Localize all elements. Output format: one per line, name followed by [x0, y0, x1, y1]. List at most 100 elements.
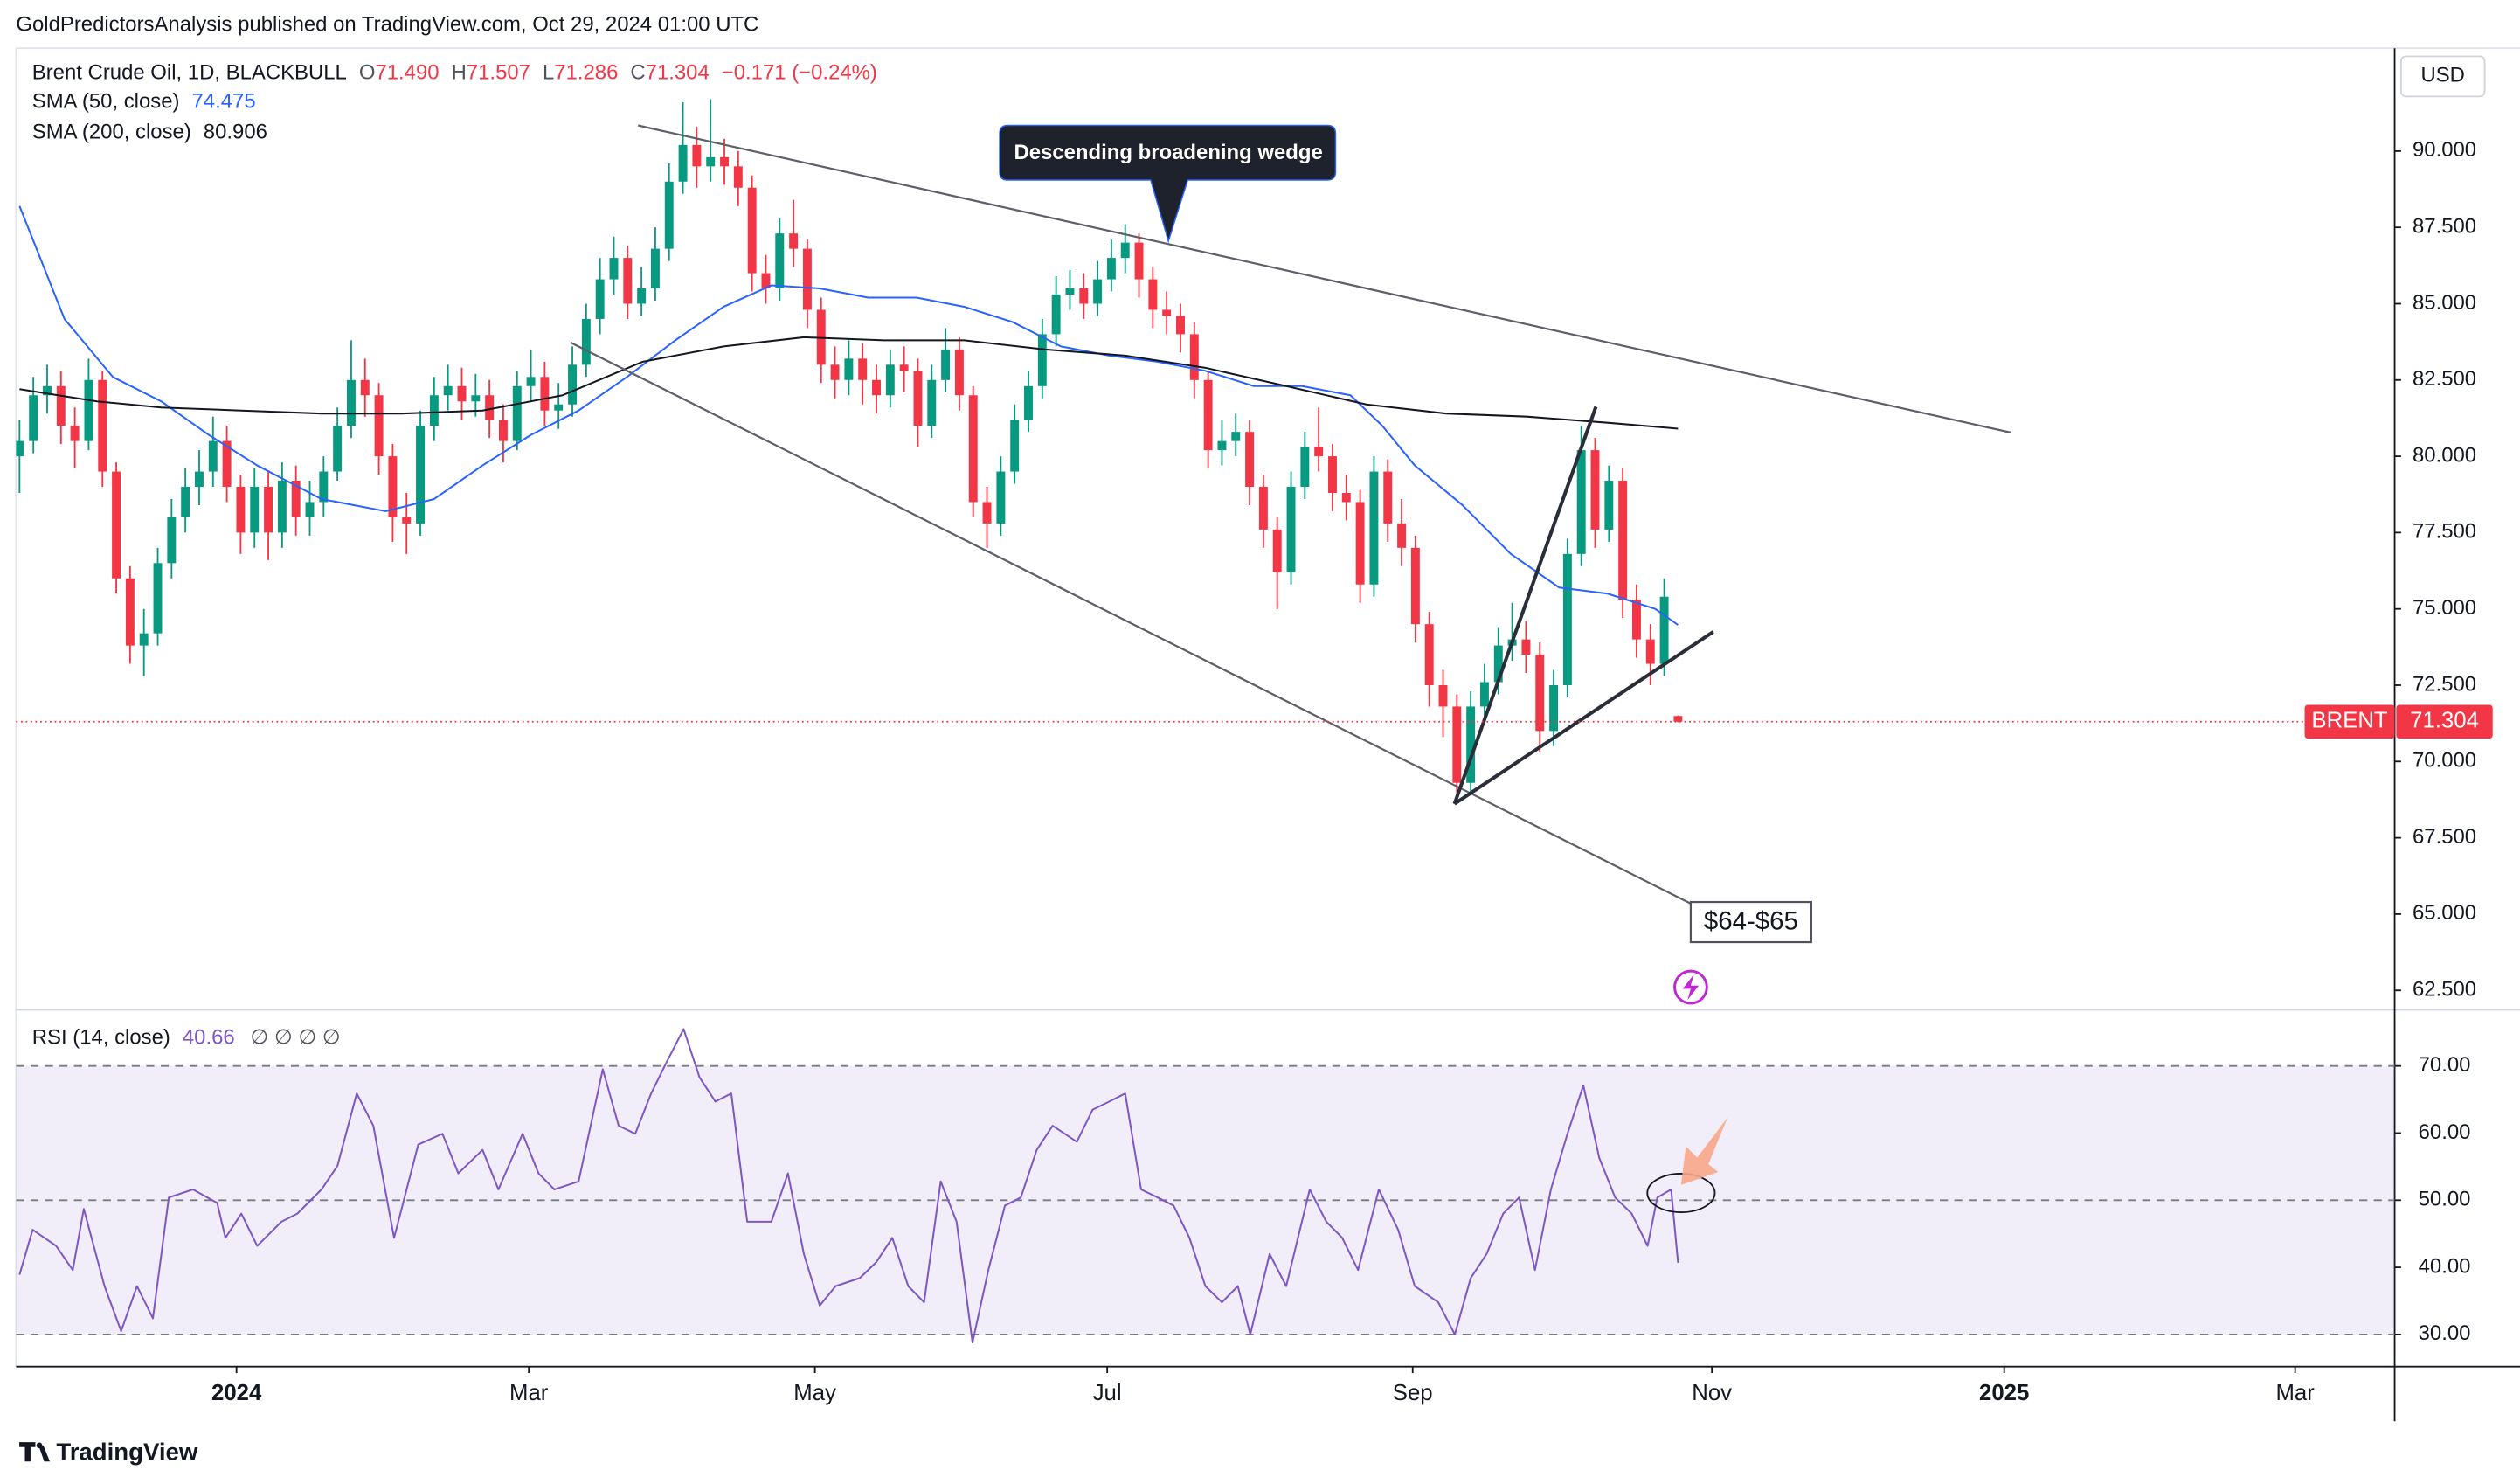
brand: TradingView — [56, 1438, 197, 1465]
legend-extras: ∅ ∅ ∅ ∅ — [250, 1026, 340, 1050]
candle-body — [250, 487, 260, 533]
trendline — [570, 341, 1692, 905]
candle-body — [1272, 529, 1282, 572]
y-tick-label: 65.000 — [2413, 901, 2476, 925]
y-tick-label: 77.500 — [2413, 520, 2476, 544]
candle-body — [374, 395, 384, 457]
rsi-ellipse — [1646, 1173, 1716, 1214]
y-tick-label: 40.00 — [2419, 1254, 2471, 1278]
candle-body — [16, 440, 24, 457]
candle-body — [1203, 379, 1213, 451]
y-tick-label: 82.500 — [2413, 367, 2476, 391]
target-text: $64-$65 — [1704, 907, 1798, 936]
candle-body — [485, 395, 495, 420]
candle-body — [1134, 242, 1144, 280]
candle-body — [277, 481, 287, 533]
candle-body — [1659, 596, 1669, 664]
candle-body — [139, 633, 149, 646]
candle-body — [333, 426, 343, 472]
candle-body — [360, 379, 370, 396]
candle-body — [112, 471, 121, 579]
candle-body — [830, 364, 840, 380]
candle-body — [471, 395, 481, 402]
wedge-line — [1452, 406, 1598, 805]
candle-body — [1300, 447, 1310, 488]
candle-body — [1480, 682, 1489, 707]
ohlc-value: 71.286 — [554, 61, 618, 85]
legend-entry: RSI (14, close) 40.66 ∅ ∅ ∅ ∅ — [32, 1026, 341, 1050]
change: −0.171 (−0.24%) — [722, 61, 877, 85]
drawings — [570, 124, 2011, 905]
callout-box — [999, 124, 1337, 244]
event-bolt — [1682, 974, 1700, 1001]
ohlc-key: H — [452, 61, 467, 85]
currency-box[interactable] — [2399, 55, 2486, 98]
rsi-drawings — [1646, 1117, 1728, 1214]
y-tick-label: 72.500 — [2413, 672, 2476, 696]
price-pane — [16, 99, 1683, 801]
candle-body — [84, 379, 93, 441]
y-tick-label: 90.000 — [2413, 138, 2476, 162]
ohlc-key: L — [543, 61, 554, 85]
candle-body — [1065, 288, 1075, 295]
candle-body — [70, 426, 80, 441]
ohlc-value: 71.304 — [646, 61, 710, 85]
candle-body — [941, 349, 951, 380]
candle-body — [789, 233, 799, 249]
candle-body — [1355, 502, 1365, 585]
candle-body — [1093, 279, 1103, 304]
brand-logo-dot — [36, 1442, 43, 1449]
candle-body — [1521, 639, 1531, 655]
symbol-legend: Brent Crude Oil, 1D, BLACKBULL O71.490 H… — [32, 61, 877, 85]
candle-body — [305, 502, 315, 517]
last-price-label: 71.304 — [2410, 709, 2479, 733]
legend-name: SMA (200, close) — [32, 121, 191, 144]
candle-body — [968, 395, 978, 503]
candle-body — [98, 379, 107, 472]
candle-body — [1217, 440, 1227, 451]
candle-body — [1535, 655, 1545, 732]
currency[interactable]: USD — [2420, 64, 2464, 87]
candle-body — [402, 517, 412, 524]
y-tick-label: 30.00 — [2419, 1321, 2471, 1345]
legend-name: SMA (50, close) — [32, 90, 180, 114]
series-line — [19, 336, 1679, 430]
candle-body — [609, 258, 619, 280]
candle-body — [1383, 471, 1393, 524]
y-tick-label: 75.000 — [2413, 596, 2476, 620]
candle-body — [416, 426, 426, 524]
candle-body — [1673, 716, 1683, 722]
ohlc-value: 71.490 — [375, 61, 439, 85]
candle-body — [526, 377, 536, 386]
candle-body — [982, 502, 992, 524]
y-tick-label: 50.00 — [2419, 1188, 2471, 1211]
y-tick-label: 67.500 — [2413, 825, 2476, 849]
candle-body — [167, 517, 177, 564]
candle-body — [1037, 334, 1047, 386]
y-tick-label: 80.000 — [2413, 443, 2476, 467]
candle-body — [650, 248, 660, 289]
candle-body — [720, 156, 729, 167]
rsi-pane — [16, 1028, 2395, 1344]
x-tick-label: May — [793, 1381, 836, 1405]
candle-body — [581, 318, 591, 365]
candle-body — [568, 364, 578, 405]
x-tick-label: Sep — [1393, 1381, 1433, 1405]
candle-body — [1010, 420, 1020, 472]
candle-body — [1397, 523, 1407, 548]
candle-body — [1576, 450, 1586, 554]
candle-body — [1645, 639, 1655, 664]
candle-body — [388, 456, 398, 517]
candle-body — [554, 404, 564, 411]
candle-body — [637, 288, 647, 304]
candle-body — [1245, 432, 1255, 488]
event-icon — [1673, 969, 1708, 1005]
candle-body — [429, 395, 439, 426]
candle-body — [1024, 385, 1033, 420]
published-note: GoldPredictorsAnalysis published on Trad… — [16, 13, 758, 37]
candle-body — [775, 233, 785, 289]
candle-body — [1258, 487, 1268, 530]
